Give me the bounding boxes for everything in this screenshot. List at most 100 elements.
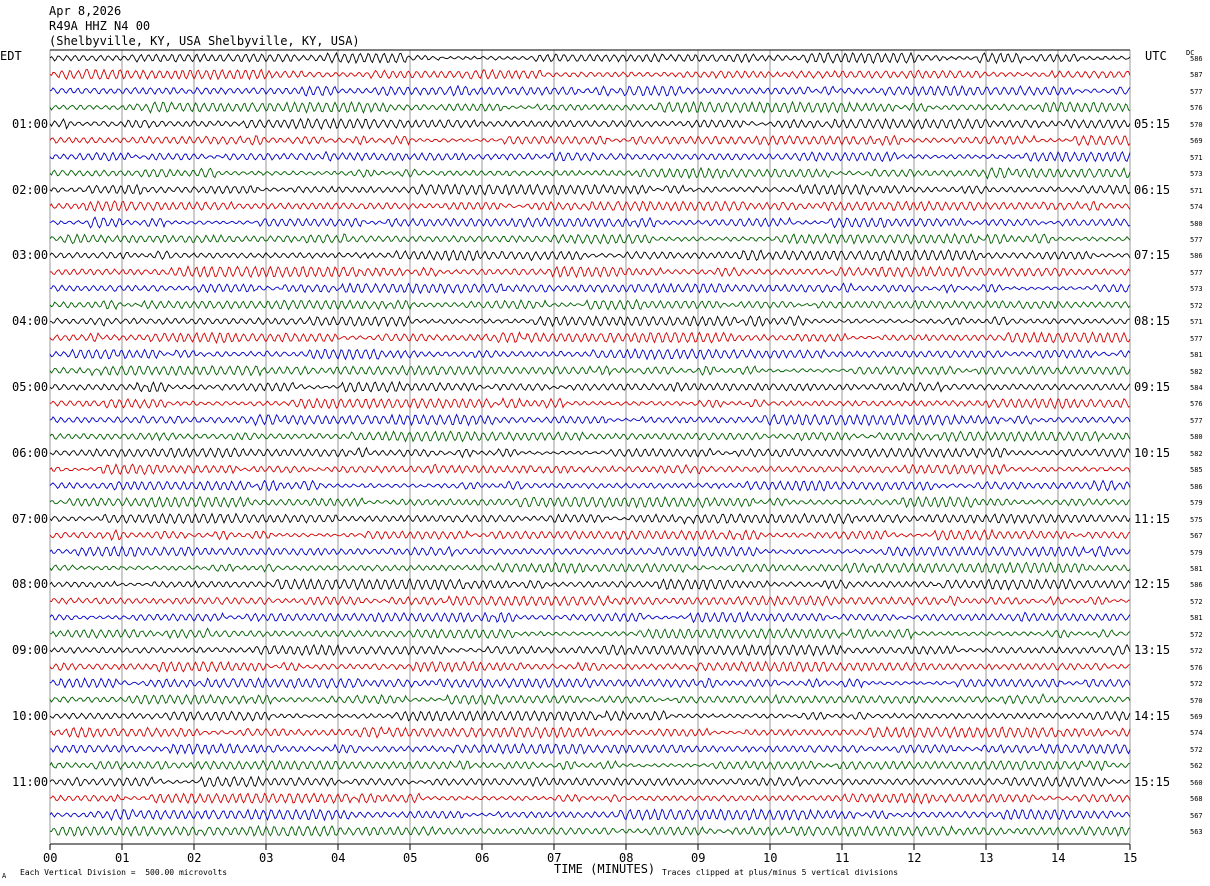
dc-offset-label: 560 <box>1190 778 1203 787</box>
trace-38 <box>49 677 1131 689</box>
dc-offset-label: 577 <box>1190 235 1203 244</box>
right-hour-label: 14:15 <box>1134 709 1171 723</box>
dc-offset-label: 577 <box>1190 416 1203 425</box>
x-tick-label: 04 <box>331 851 346 865</box>
dc-offset-label: 587 <box>1190 71 1203 80</box>
trace-30 <box>49 545 1131 558</box>
x-tick-label: 14 <box>1051 851 1066 865</box>
dc-offset-label: 586 <box>1190 252 1203 261</box>
dc-offset-label: 576 <box>1190 104 1203 113</box>
left-hour-label: 05:00 <box>12 380 49 394</box>
header-date: Apr 8,2026 <box>49 4 122 18</box>
trace-28 <box>49 512 1131 525</box>
dc-offset-label: 572 <box>1190 630 1203 639</box>
dc-offset-label: 572 <box>1190 680 1203 689</box>
header-station: R49A HHZ N4 00 <box>49 19 151 33</box>
dc-offset-label: 582 <box>1190 367 1203 376</box>
right-hour-label: 05:15 <box>1134 116 1171 131</box>
right-hour-label: 11:15 <box>1134 511 1171 526</box>
left-hour-label: 03:00 <box>12 248 49 263</box>
x-tick-label: 01 <box>115 851 130 865</box>
dc-offset-label: 577 <box>1190 268 1203 277</box>
trace-43 <box>49 759 1131 772</box>
trace-5 <box>49 134 1131 147</box>
trace-20 <box>49 380 1131 393</box>
dc-offset-label: 572 <box>1190 597 1203 606</box>
right-hour-label: 15:15 <box>1134 774 1171 789</box>
dc-offset-label: 570 <box>1190 696 1203 705</box>
left-hour-label: 06:00 <box>12 445 49 460</box>
trace-44 <box>49 775 1131 788</box>
trace-18 <box>49 348 1131 361</box>
x-tick-label: 00 <box>43 851 58 865</box>
x-tick-label: 13 <box>979 851 994 865</box>
trace-26 <box>49 479 1131 492</box>
x-tick-label: 09 <box>691 851 706 865</box>
trace-19 <box>49 364 1131 377</box>
left-timezone-label: EDT <box>0 49 22 63</box>
trace-1 <box>49 68 1131 81</box>
x-tick-label: 03 <box>259 851 274 865</box>
x-tick-label: 06 <box>475 851 490 865</box>
right-hour-label: 07:15 <box>1134 248 1171 263</box>
trace-37 <box>49 660 1131 673</box>
trace-27 <box>49 495 1131 509</box>
dc-offset-label: 567 <box>1190 532 1203 541</box>
right-timezone-label: UTC <box>1145 49 1167 63</box>
dc-offset-label: 586 <box>1190 482 1203 491</box>
dc-offset-label: 576 <box>1190 400 1203 409</box>
trace-32 <box>49 577 1131 591</box>
trace-7 <box>49 166 1131 180</box>
trace-9 <box>49 200 1131 212</box>
dc-offset-label: 584 <box>1190 384 1203 392</box>
dc-offset-label: 581 <box>1190 351 1203 360</box>
right-hour-label: 08:15 <box>1134 314 1171 329</box>
left-hour-label: 09:00 <box>12 643 49 658</box>
trace-45 <box>49 792 1131 805</box>
dc-offset-label: 586 <box>1190 55 1203 63</box>
dc-offset-label: 576 <box>1190 663 1203 672</box>
dc-offset-label: 574 <box>1190 729 1203 738</box>
trace-34 <box>49 610 1131 624</box>
trace-0 <box>49 51 1131 65</box>
dc-offset-label: 568 <box>1190 795 1203 804</box>
x-tick-label: 05 <box>403 851 418 865</box>
trace-13 <box>49 265 1131 279</box>
dc-offset-label: 569 <box>1190 137 1203 146</box>
dc-offset-label: 567 <box>1190 811 1203 820</box>
trace-2 <box>49 84 1131 97</box>
dc-label: DC <box>1186 49 1195 57</box>
trace-46 <box>49 808 1131 822</box>
dc-offset-label: 571 <box>1190 318 1203 327</box>
dc-offset-label: 581 <box>1190 614 1203 623</box>
trace-33 <box>49 594 1131 607</box>
dc-offset-label: 573 <box>1190 170 1203 179</box>
clip-note: Traces clipped at plus/minus 5 vertical … <box>662 868 899 877</box>
right-hour-label: 10:15 <box>1134 445 1171 460</box>
seismic-traces <box>49 51 1131 838</box>
dc-offset-label: 572 <box>1190 647 1203 656</box>
right-hour-label: 09:15 <box>1134 380 1171 394</box>
trace-40 <box>49 710 1131 722</box>
trace-21 <box>49 397 1131 410</box>
trace-16 <box>49 315 1131 328</box>
x-tick-label: 02 <box>187 851 202 865</box>
trace-3 <box>49 100 1131 115</box>
x-tick-label: 10 <box>763 851 778 865</box>
x-tick-label: 12 <box>907 851 922 865</box>
dc-offset-label: 582 <box>1190 449 1203 458</box>
dc-offset-label: 575 <box>1190 515 1203 524</box>
trace-6 <box>49 150 1131 163</box>
dc-offset-label: 563 <box>1190 828 1203 837</box>
trace-12 <box>49 249 1131 262</box>
trace-25 <box>49 463 1131 476</box>
trace-4 <box>49 117 1131 130</box>
dc-offset-label: 577 <box>1190 87 1203 96</box>
trace-15 <box>49 298 1131 311</box>
trace-11 <box>49 233 1131 245</box>
trace-29 <box>49 528 1131 542</box>
x-tick-label: 11 <box>835 851 850 865</box>
trace-35 <box>49 627 1131 640</box>
left-hour-label: 08:00 <box>12 577 49 592</box>
x-tick-label: 08 <box>619 851 634 865</box>
